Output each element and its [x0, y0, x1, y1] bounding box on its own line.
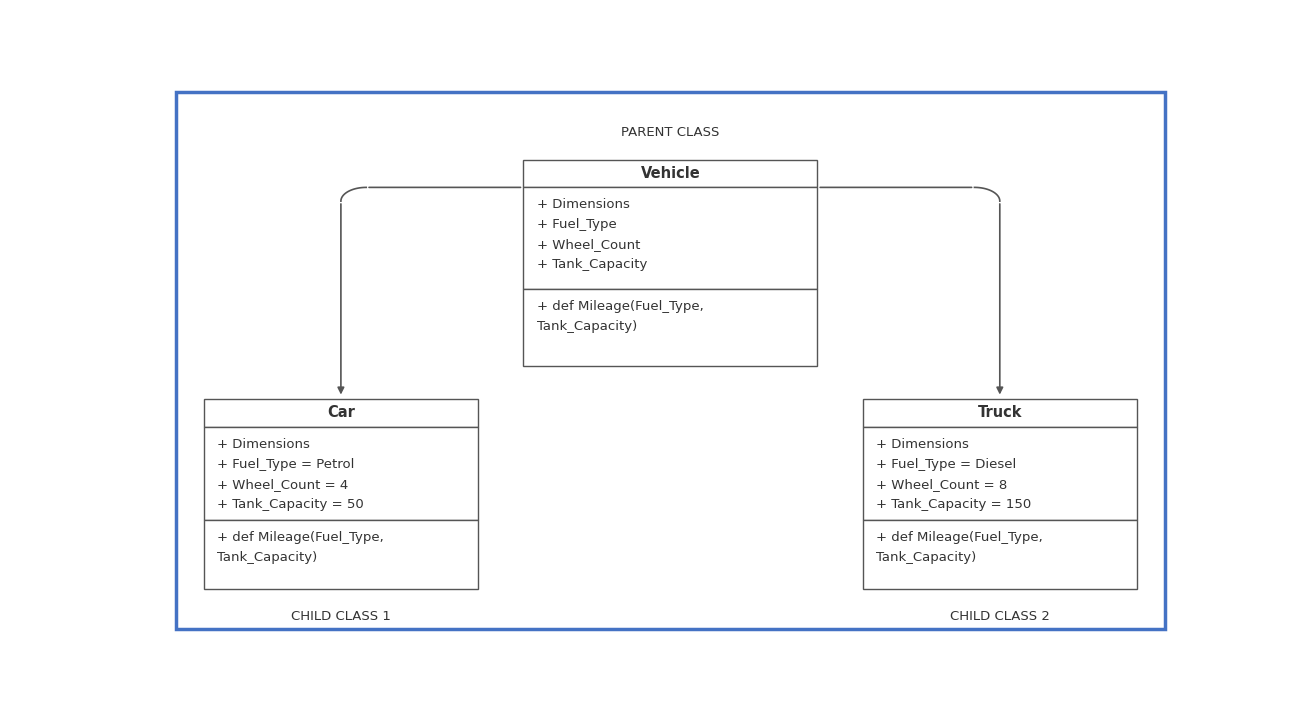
- Text: + def Mileage(Fuel_Type,
Tank_Capacity): + def Mileage(Fuel_Type, Tank_Capacity): [536, 300, 704, 333]
- Bar: [204, 520, 477, 589]
- Bar: [863, 399, 1137, 426]
- Text: Car: Car: [327, 406, 354, 421]
- Text: + Dimensions
+ Fuel_Type = Petrol
+ Wheel_Count = 4
+ Tank_Capacity = 50: + Dimensions + Fuel_Type = Petrol + Whee…: [217, 438, 364, 511]
- Text: + def Mileage(Fuel_Type,
Tank_Capacity): + def Mileage(Fuel_Type, Tank_Capacity): [876, 531, 1042, 564]
- Text: Truck: Truck: [977, 406, 1022, 421]
- Bar: [523, 160, 818, 187]
- Text: CHILD CLASS 2: CHILD CLASS 2: [950, 610, 1050, 623]
- Text: Vehicle: Vehicle: [641, 166, 700, 181]
- Text: + Dimensions
+ Fuel_Type = Diesel
+ Wheel_Count = 8
+ Tank_Capacity = 150: + Dimensions + Fuel_Type = Diesel + Whee…: [876, 438, 1032, 511]
- Bar: [523, 187, 818, 289]
- Text: CHILD CLASS 1: CHILD CLASS 1: [290, 610, 391, 623]
- Text: + Dimensions
+ Fuel_Type
+ Wheel_Count
+ Tank_Capacity: + Dimensions + Fuel_Type + Wheel_Count +…: [536, 198, 647, 271]
- Bar: [204, 426, 477, 520]
- Text: + def Mileage(Fuel_Type,
Tank_Capacity): + def Mileage(Fuel_Type, Tank_Capacity): [217, 531, 385, 564]
- Text: PARENT CLASS: PARENT CLASS: [621, 126, 719, 139]
- Bar: [863, 426, 1137, 520]
- Bar: [863, 520, 1137, 589]
- Bar: [523, 289, 818, 366]
- Bar: [204, 399, 477, 426]
